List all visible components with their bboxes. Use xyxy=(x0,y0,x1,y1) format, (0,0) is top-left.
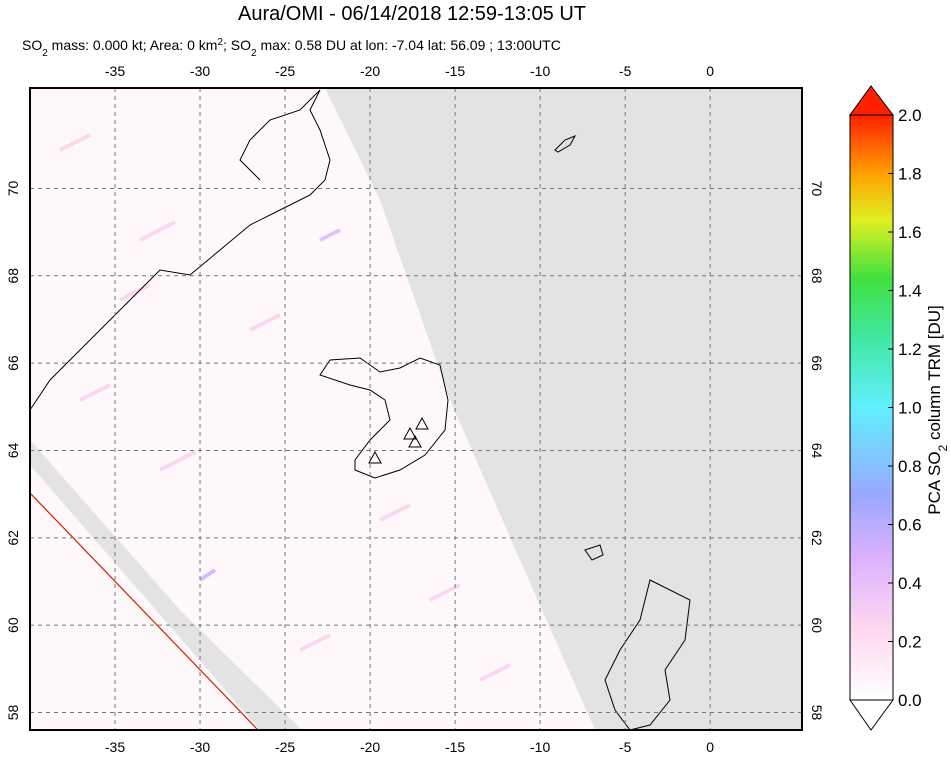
x-tick-label: -15 xyxy=(445,739,465,755)
y-tick-label: 66 xyxy=(5,355,21,371)
x-tick-label: -30 xyxy=(190,63,210,79)
y-tick-label: 60 xyxy=(5,617,21,633)
colorbar-tick-label: 1.4 xyxy=(898,282,922,301)
colorbar-tick-label: 0.8 xyxy=(898,457,922,476)
map-area xyxy=(30,88,802,730)
x-tick-label: -25 xyxy=(275,63,295,79)
colorbar-tick-label: 1.0 xyxy=(898,399,922,418)
y-tick-label: 66 xyxy=(809,355,825,371)
x-tick-label: -15 xyxy=(445,63,465,79)
x-tick-label: -20 xyxy=(360,739,380,755)
x-tick-label: -5 xyxy=(619,739,632,755)
x-tick-label: 0 xyxy=(706,63,714,79)
x-tick-label: -35 xyxy=(105,63,125,79)
jan-mayen xyxy=(554,135,577,153)
x-tick-label: -35 xyxy=(105,739,125,755)
y-tick-label: 60 xyxy=(809,617,825,633)
colorbar-extend-high xyxy=(849,85,895,116)
map-frame xyxy=(29,87,803,731)
colorbar-label: PCA SO2 column TRM [DU] xyxy=(925,305,950,515)
colorbar-tick-label: 1.2 xyxy=(898,340,922,359)
x-tick-label: -10 xyxy=(530,739,550,755)
iceland xyxy=(319,357,449,479)
y-tick-label: 68 xyxy=(809,268,825,284)
x-tick-label: -20 xyxy=(360,63,380,79)
colorbar-tick-label: 1.8 xyxy=(898,165,922,184)
title: Aura/OMI - 06/14/2018 12:59-13:05 UT xyxy=(238,3,586,25)
no-data-region xyxy=(325,88,802,730)
scotland xyxy=(604,579,691,730)
y-tick-label: 70 xyxy=(809,181,825,197)
volcano-markers xyxy=(368,416,429,464)
grid xyxy=(30,88,802,730)
y-tick-label: 58 xyxy=(5,705,21,721)
y-tick-label: 62 xyxy=(5,530,21,546)
y-tick-label: 64 xyxy=(5,442,21,458)
coastline xyxy=(239,89,321,181)
x-tick-label: -25 xyxy=(275,739,295,755)
colorbar-tick-label: 0.6 xyxy=(898,516,922,535)
colorbar-tick-label: 0.2 xyxy=(898,633,922,652)
faroe xyxy=(584,544,604,561)
swath-edge xyxy=(30,492,259,730)
y-tick-label: 62 xyxy=(809,530,825,546)
coastline xyxy=(30,89,331,411)
colorbar xyxy=(849,114,894,701)
colorbar-tick-label: 0.0 xyxy=(898,691,922,710)
x-tick-label: -10 xyxy=(530,63,550,79)
colorbar-tick-label: 0.4 xyxy=(898,574,922,593)
x-tick-label: 0 xyxy=(706,739,714,755)
retrieval-streaks xyxy=(59,133,511,682)
colorbar-extend-low xyxy=(849,699,894,731)
y-tick-label: 58 xyxy=(809,705,825,721)
colorbar-tick-label: 1.6 xyxy=(898,223,922,242)
y-tick-label: 70 xyxy=(5,180,21,196)
x-tick-label: -5 xyxy=(619,63,632,79)
y-tick-label: 64 xyxy=(809,443,825,459)
colorbar-tick-label: 2.0 xyxy=(898,106,922,125)
x-tick-label: -30 xyxy=(190,739,210,755)
subtitle: SO2 mass: 0.000 kt; Area: 0 km2; SO2 max… xyxy=(22,37,561,59)
y-tick-label: 68 xyxy=(5,268,21,284)
